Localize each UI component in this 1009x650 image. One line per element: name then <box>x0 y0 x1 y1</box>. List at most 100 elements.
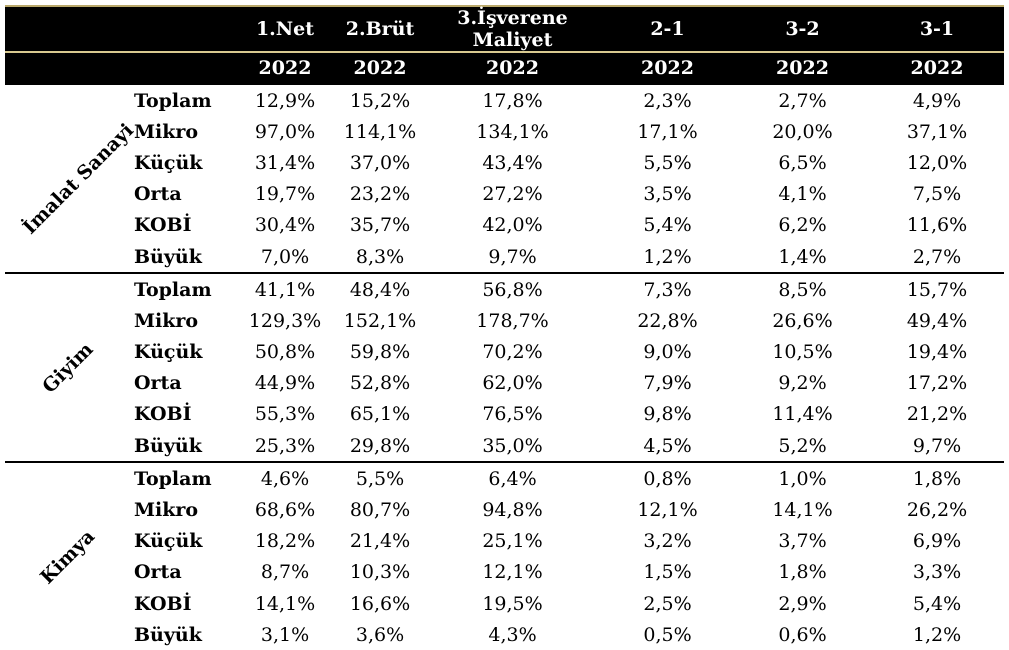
value-cell: 50,8% <box>235 337 335 368</box>
table-row: Giyim Toplam 41,1% 48,4% 56,8% 7,3% 8,5% 15,7% <box>5 273 1004 305</box>
value-cell: 23,2% <box>335 179 425 210</box>
year-cell <box>5 52 130 84</box>
value-cell: 76,5% <box>425 399 600 430</box>
section-label-cell: İmalat Sanayi <box>5 84 130 273</box>
value-cell: 8,5% <box>735 273 870 305</box>
value-cell: 49,4% <box>870 305 1004 336</box>
value-cell: 9,8% <box>600 399 735 430</box>
value-cell: 31,4% <box>235 147 335 178</box>
value-cell: 7,5% <box>870 179 1004 210</box>
row-label: Küçük <box>130 526 235 557</box>
value-cell: 17,1% <box>600 116 735 147</box>
year-cell: 2022 <box>425 52 600 84</box>
table-row: Mikro 97,0% 114,1% 134,1% 17,1% 20,0% 37,1% <box>5 116 1004 147</box>
value-cell: 1,4% <box>735 241 870 273</box>
value-cell: 1,2% <box>870 619 1004 650</box>
value-cell: 20,0% <box>735 116 870 147</box>
value-cell: 4,6% <box>235 462 335 494</box>
value-cell: 15,2% <box>335 84 425 116</box>
row-label: Toplam <box>130 462 235 494</box>
value-cell: 12,9% <box>235 84 335 116</box>
value-cell: 17,8% <box>425 84 600 116</box>
value-cell: 6,2% <box>735 210 870 241</box>
value-cell: 7,9% <box>600 368 735 399</box>
row-label: Küçük <box>130 337 235 368</box>
row-label: Toplam <box>130 84 235 116</box>
value-cell: 7,0% <box>235 241 335 273</box>
row-label: KOBİ <box>130 588 235 619</box>
row-label: Büyük <box>130 430 235 462</box>
table-row: Kimya Toplam 4,6% 5,5% 6,4% 0,8% 1,0% 1,8% <box>5 462 1004 494</box>
value-cell: 2,9% <box>735 588 870 619</box>
value-cell: 19,5% <box>425 588 600 619</box>
value-cell: 80,7% <box>335 494 425 525</box>
value-cell: 94,8% <box>425 494 600 525</box>
value-cell: 2,3% <box>600 84 735 116</box>
value-cell: 5,2% <box>735 430 870 462</box>
year-cell: 2022 <box>735 52 870 84</box>
value-cell: 11,4% <box>735 399 870 430</box>
value-cell: 18,2% <box>235 526 335 557</box>
value-cell: 56,8% <box>425 273 600 305</box>
value-cell: 27,2% <box>425 179 600 210</box>
value-cell: 0,6% <box>735 619 870 650</box>
row-label: Mikro <box>130 116 235 147</box>
value-cell: 3,1% <box>235 619 335 650</box>
row-label: Orta <box>130 368 235 399</box>
value-cell: 37,0% <box>335 147 425 178</box>
row-label: Orta <box>130 179 235 210</box>
value-cell: 30,4% <box>235 210 335 241</box>
value-cell: 9,7% <box>870 430 1004 462</box>
table-row: Büyük 25,3% 29,8% 35,0% 4,5% 5,2% 9,7% <box>5 430 1004 462</box>
value-cell: 2,5% <box>600 588 735 619</box>
value-cell: 4,9% <box>870 84 1004 116</box>
header-cell-2-1: 2-1 <box>600 6 735 52</box>
value-cell: 114,1% <box>335 116 425 147</box>
value-cell: 6,5% <box>735 147 870 178</box>
value-cell: 12,0% <box>870 147 1004 178</box>
row-label: KOBİ <box>130 210 235 241</box>
value-cell: 1,0% <box>735 462 870 494</box>
value-cell: 15,7% <box>870 273 1004 305</box>
value-cell: 9,2% <box>735 368 870 399</box>
row-label: Orta <box>130 557 235 588</box>
header-row-years: 2022 2022 2022 2022 2022 2022 <box>5 52 1004 84</box>
row-label: Toplam <box>130 273 235 305</box>
table-row: İmalat Sanayi Toplam 12,9% 15,2% 17,8% 2,3% 2,… <box>5 84 1004 116</box>
value-cell: 3,6% <box>335 619 425 650</box>
value-cell: 21,4% <box>335 526 425 557</box>
table-row: Küçük 31,4% 37,0% 43,4% 5,5% 6,5% 12,0% <box>5 147 1004 178</box>
value-cell: 68,6% <box>235 494 335 525</box>
section-label-cell: Giyim <box>5 273 130 462</box>
value-cell: 97,0% <box>235 116 335 147</box>
value-cell: 2,7% <box>870 241 1004 273</box>
value-cell: 10,5% <box>735 337 870 368</box>
value-cell: 129,3% <box>235 305 335 336</box>
value-cell: 37,1% <box>870 116 1004 147</box>
section-label: İmalat Sanayi <box>19 119 138 238</box>
value-cell: 17,2% <box>870 368 1004 399</box>
table-row: KOBİ 55,3% 65,1% 76,5% 9,8% 11,4% 21,2% <box>5 399 1004 430</box>
header-cell-brut: 2.Brüt <box>335 6 425 52</box>
year-cell <box>130 52 235 84</box>
row-label: Mikro <box>130 305 235 336</box>
value-cell: 59,8% <box>335 337 425 368</box>
value-cell: 55,3% <box>235 399 335 430</box>
value-cell: 9,0% <box>600 337 735 368</box>
row-label: KOBİ <box>130 399 235 430</box>
table-body: İmalat Sanayi Toplam 12,9% 15,2% 17,8% 2,3% 2,… <box>5 84 1004 650</box>
value-cell: 178,7% <box>425 305 600 336</box>
section-label-cell: Kimya <box>5 462 130 650</box>
header-cell <box>5 6 130 52</box>
year-cell: 2022 <box>870 52 1004 84</box>
value-cell: 9,7% <box>425 241 600 273</box>
value-cell: 16,6% <box>335 588 425 619</box>
value-cell: 1,8% <box>870 462 1004 494</box>
row-label: Küçük <box>130 147 235 178</box>
value-cell: 5,5% <box>335 462 425 494</box>
year-cell: 2022 <box>600 52 735 84</box>
table-row: Orta 8,7% 10,3% 12,1% 1,5% 1,8% 3,3% <box>5 557 1004 588</box>
value-cell: 12,1% <box>425 557 600 588</box>
value-cell: 14,1% <box>235 588 335 619</box>
table-row: Orta 44,9% 52,8% 62,0% 7,9% 9,2% 17,2% <box>5 368 1004 399</box>
